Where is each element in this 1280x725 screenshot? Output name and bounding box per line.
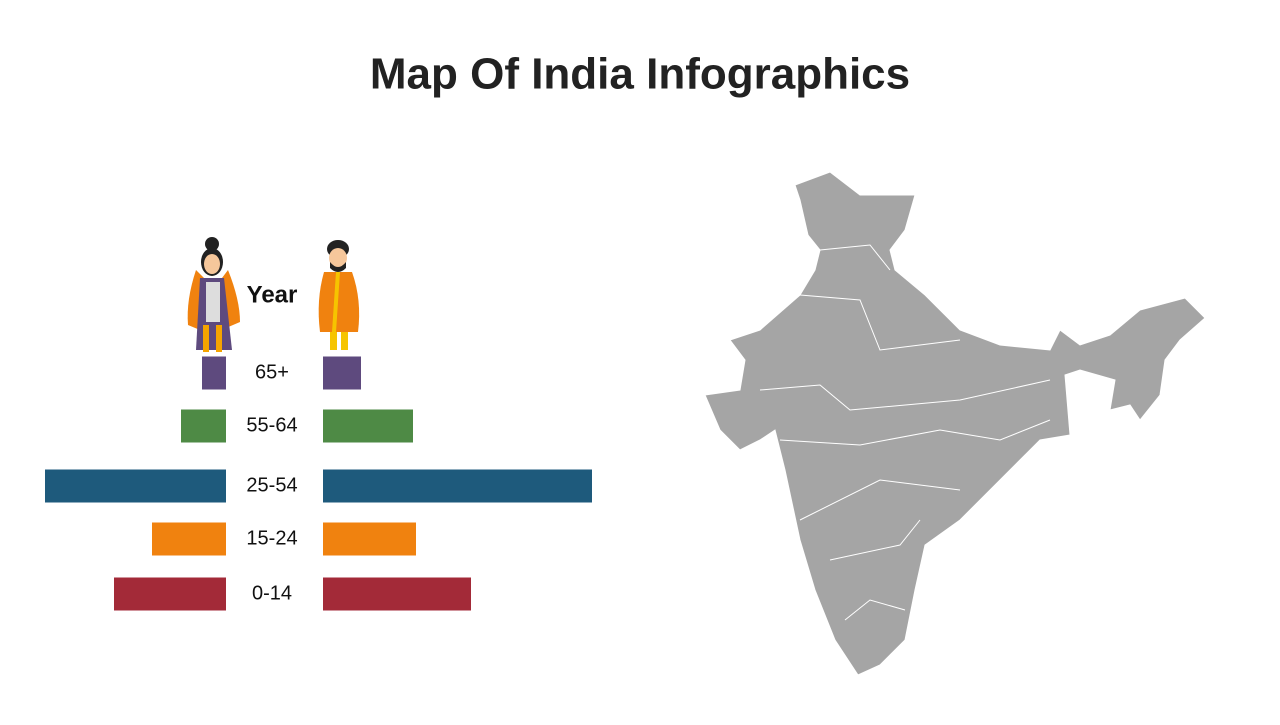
bar-left (202, 356, 226, 390)
bar-right (323, 409, 413, 443)
category-label: 25-54 (246, 474, 297, 496)
bar-left (181, 409, 226, 443)
category-label: 65+ (255, 361, 289, 383)
category-label: 0-14 (252, 582, 292, 604)
category-label: 55-64 (246, 414, 297, 436)
india-map (704, 171, 1206, 676)
bar-right (323, 577, 471, 611)
bar-left (45, 469, 226, 503)
bar-left (114, 577, 226, 611)
bar-right (323, 522, 416, 556)
bar-left (152, 522, 226, 556)
state-borders (759, 244, 1051, 621)
category-label: 15-24 (246, 527, 297, 549)
slide-title: Map Of India Infographics (370, 50, 910, 99)
bar-right (323, 356, 361, 390)
man-figure (318, 240, 360, 350)
woman-figure (187, 237, 240, 352)
category-header: Year (247, 281, 298, 308)
bar-right (323, 469, 592, 503)
